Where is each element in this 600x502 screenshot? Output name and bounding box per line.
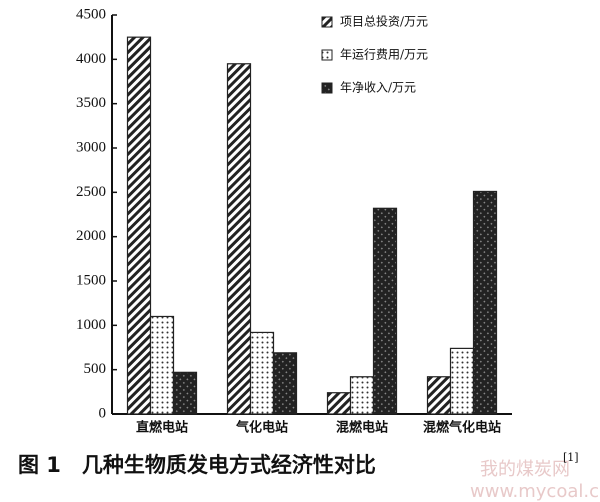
y-tick-label: 2500 — [76, 184, 106, 200]
caption-ref: [1] — [563, 451, 579, 464]
legend-swatch — [321, 16, 333, 28]
y-tick-label: 1000 — [76, 317, 106, 333]
bar — [426, 376, 452, 415]
bar — [472, 190, 498, 415]
y-tick-label: 0 — [99, 405, 107, 421]
bar — [149, 315, 175, 415]
legend-label: 项目总投资/万元 — [340, 14, 428, 29]
legend-swatch — [321, 49, 333, 61]
bar — [272, 352, 298, 415]
legend-label: 年运行费用/万元 — [340, 48, 428, 62]
x-tick-label: 直燃电站 — [136, 420, 188, 436]
x-tick-label: 气化电站 — [236, 420, 288, 436]
x-tick-label: 混燃电站 — [336, 420, 388, 436]
bar — [226, 63, 252, 415]
caption: 图 1 几种生物质发电方式经济性对比 — [18, 453, 376, 477]
y-tick-label: 4500 — [76, 6, 106, 22]
y-tick-label: 3500 — [76, 95, 106, 111]
legend-swatch — [321, 82, 333, 94]
bar — [326, 392, 352, 415]
x-tick-label: 混燃气化电站 — [423, 420, 501, 436]
bar — [126, 36, 152, 415]
bar — [349, 376, 375, 415]
bar — [172, 371, 198, 415]
bar — [449, 347, 475, 415]
watermark: 我的煤炭网 — [480, 459, 570, 480]
bar — [372, 207, 398, 415]
y-tick-label: 1500 — [76, 272, 106, 288]
y-tick-label: 3000 — [76, 139, 106, 155]
legend-label: 年净收入/万元 — [340, 81, 416, 95]
y-tick-label: 500 — [84, 361, 107, 377]
watermark: www.mycoal.cn — [470, 481, 600, 502]
y-tick-label: 4000 — [76, 51, 106, 67]
y-tick-label: 2000 — [76, 228, 106, 244]
bar — [249, 331, 275, 415]
